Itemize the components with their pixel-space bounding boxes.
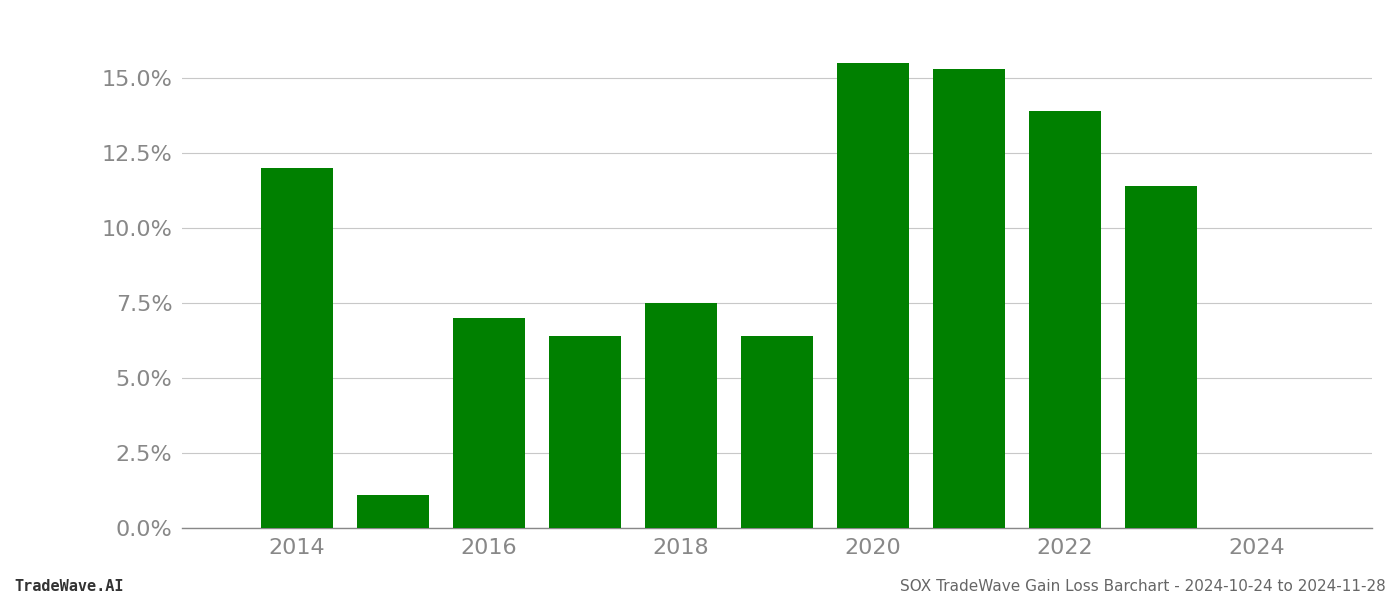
Bar	[1124, 186, 1197, 528]
Text: TradeWave.AI: TradeWave.AI	[14, 579, 123, 594]
Bar	[837, 63, 909, 528]
Bar	[549, 336, 622, 528]
Bar	[645, 303, 717, 528]
Text: SOX TradeWave Gain Loss Barchart - 2024-10-24 to 2024-11-28: SOX TradeWave Gain Loss Barchart - 2024-…	[900, 579, 1386, 594]
Bar	[454, 318, 525, 528]
Bar	[741, 336, 813, 528]
Bar	[932, 69, 1005, 528]
Bar	[1029, 111, 1100, 528]
Bar	[357, 495, 430, 528]
Bar	[262, 168, 333, 528]
